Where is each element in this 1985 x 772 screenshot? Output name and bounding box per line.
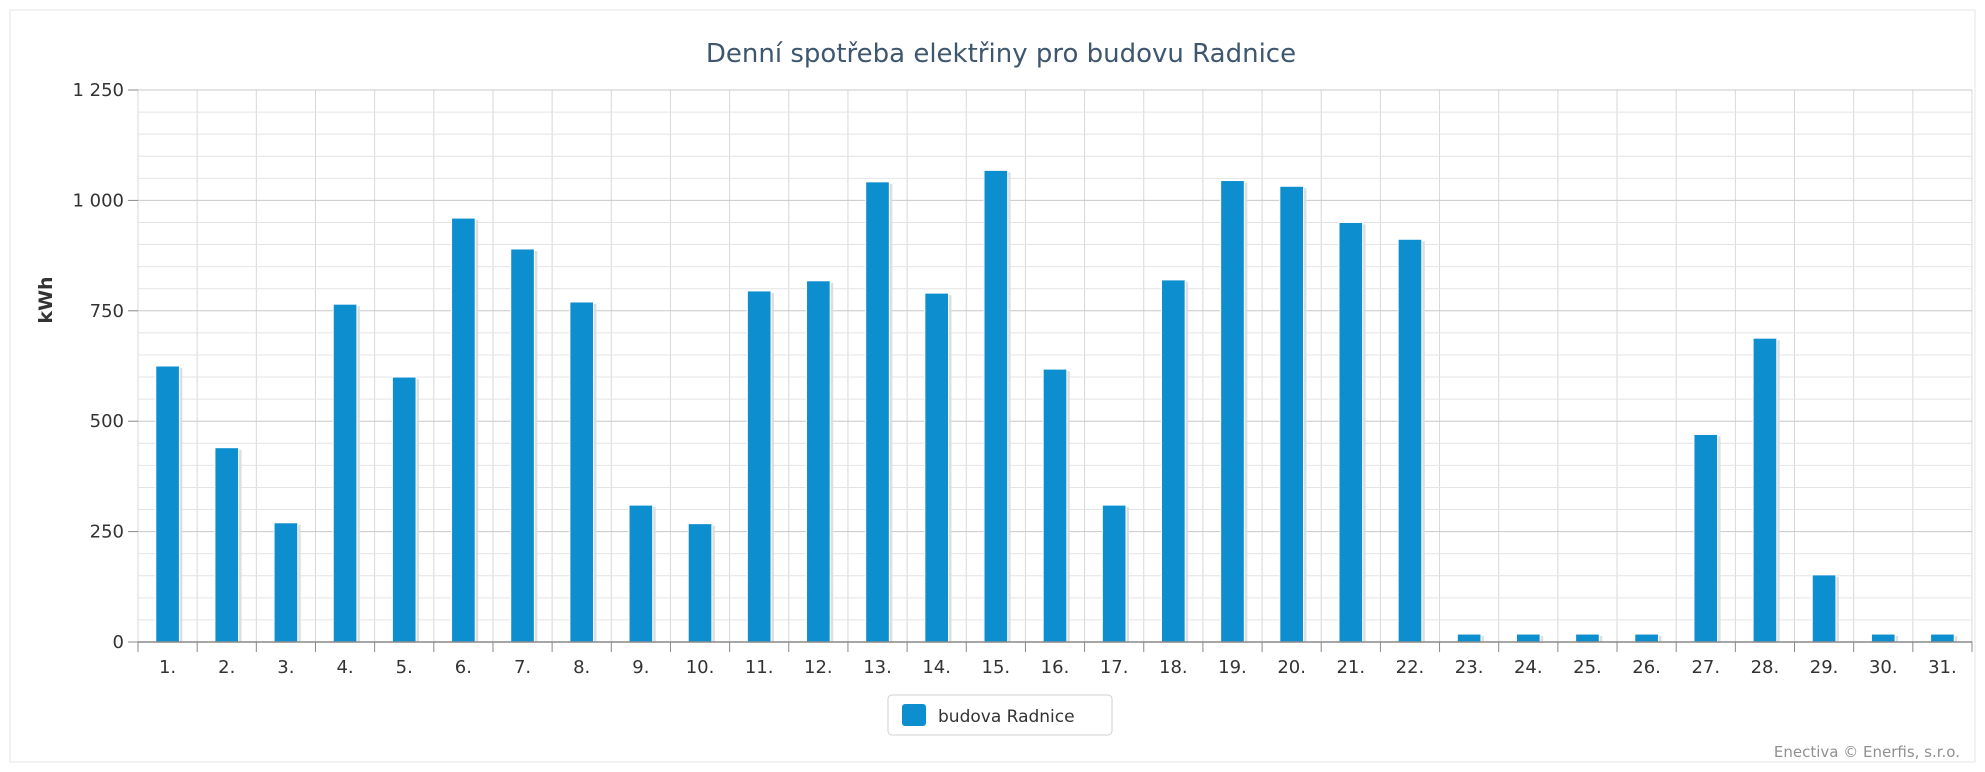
y-tick-label: 750	[90, 301, 124, 322]
x-tick-label: 12.	[804, 657, 833, 678]
chart-credit: Enectiva © Enerfis, s.r.o.	[1774, 743, 1960, 761]
bar-series	[155, 169, 1958, 643]
bar-day-9[interactable]	[628, 504, 654, 643]
x-tick-label: 15.	[982, 657, 1011, 678]
x-tick-label: 6.	[455, 657, 472, 678]
x-tick-label: 21.	[1336, 657, 1365, 678]
bar-day-2[interactable]	[214, 447, 240, 643]
legend-swatch	[902, 704, 926, 726]
x-tick-label: 10.	[686, 657, 715, 678]
x-tick-label: 8.	[573, 657, 590, 678]
x-tick-label: 20.	[1277, 657, 1306, 678]
bar-day-13[interactable]	[865, 181, 890, 643]
x-tick-label: 13.	[863, 657, 892, 678]
y-tick-label: 250	[90, 522, 124, 543]
x-tick-label: 7.	[514, 657, 531, 678]
x-tick-label: 2.	[218, 657, 235, 678]
bar-day-24[interactable]	[1515, 633, 1541, 643]
bar-day-4[interactable]	[332, 303, 358, 643]
bar-day-23[interactable]	[1456, 633, 1482, 643]
legend[interactable]: budova Radnice	[887, 694, 1113, 736]
y-tick-label: 1 000	[72, 190, 124, 211]
x-tick-label: 3.	[277, 657, 294, 678]
bar-day-21[interactable]	[1338, 221, 1364, 643]
x-tick-label: 1.	[159, 657, 176, 678]
x-tick-label: 29.	[1810, 657, 1839, 678]
x-tick-label: 28.	[1751, 657, 1780, 678]
y-tick-label: 1 250	[72, 80, 124, 101]
bar-day-22[interactable]	[1397, 238, 1423, 643]
x-tick-label: 22.	[1396, 657, 1425, 678]
bar-day-10[interactable]	[687, 523, 713, 643]
x-tick-label: 4.	[336, 657, 353, 678]
x-tick-label: 9.	[632, 657, 649, 678]
bar-day-11[interactable]	[746, 290, 772, 643]
bar-day-3[interactable]	[273, 522, 299, 643]
x-tick-label: 5.	[396, 657, 413, 678]
x-tick-label: 14.	[922, 657, 951, 678]
bar-day-19[interactable]	[1220, 180, 1245, 643]
x-tick-label: 30.	[1869, 657, 1898, 678]
bar-day-26[interactable]	[1634, 633, 1659, 643]
x-tick-label: 27.	[1691, 657, 1720, 678]
bar-day-14[interactable]	[924, 292, 950, 643]
bar-day-15[interactable]	[983, 169, 1009, 643]
bar-day-20[interactable]	[1279, 185, 1304, 643]
bar-day-28[interactable]	[1752, 337, 1778, 643]
bar-day-18[interactable]	[1160, 279, 1186, 643]
x-tick-label: 26.	[1632, 657, 1661, 678]
x-tick-label: 31.	[1928, 657, 1957, 678]
y-tick-label: 500	[90, 411, 124, 432]
bar-day-1[interactable]	[155, 365, 180, 643]
legend-box	[887, 694, 1113, 736]
bar-day-7[interactable]	[510, 248, 535, 643]
x-tick-label: 23.	[1455, 657, 1484, 678]
bar-day-12[interactable]	[806, 280, 831, 643]
bar-day-6[interactable]	[451, 217, 476, 643]
chart-title: Denní spotřeba elektřiny pro budovu Radn…	[706, 39, 1296, 69]
x-tick-label: 16.	[1041, 657, 1070, 678]
bar-day-31[interactable]	[1930, 633, 1955, 643]
x-tick-label: 24.	[1514, 657, 1543, 678]
bar-day-30[interactable]	[1870, 633, 1896, 643]
x-tick-label: 19.	[1218, 657, 1247, 678]
x-tick-label: 11.	[745, 657, 774, 678]
y-axis-label: kWh	[35, 276, 57, 323]
x-tick-label: 25.	[1573, 657, 1602, 678]
x-tick-label: 18.	[1159, 657, 1188, 678]
bar-day-27[interactable]	[1693, 433, 1719, 643]
bar-day-29[interactable]	[1811, 574, 1837, 643]
bar-day-17[interactable]	[1101, 504, 1127, 643]
bar-day-8[interactable]	[569, 301, 595, 643]
legend-item-budova-radnice[interactable]: budova Radnice	[938, 707, 1075, 727]
bar-day-5[interactable]	[391, 376, 417, 643]
bar-day-16[interactable]	[1042, 368, 1068, 643]
axes: 0 250 500 750 1 000 1 250 1. 2. 3. 4. 5. 6. 7. 8. 9. 10…	[72, 80, 1973, 678]
y-tick-label: 0	[113, 632, 124, 653]
bar-day-25[interactable]	[1575, 633, 1600, 643]
x-tick-label: 17.	[1100, 657, 1129, 678]
